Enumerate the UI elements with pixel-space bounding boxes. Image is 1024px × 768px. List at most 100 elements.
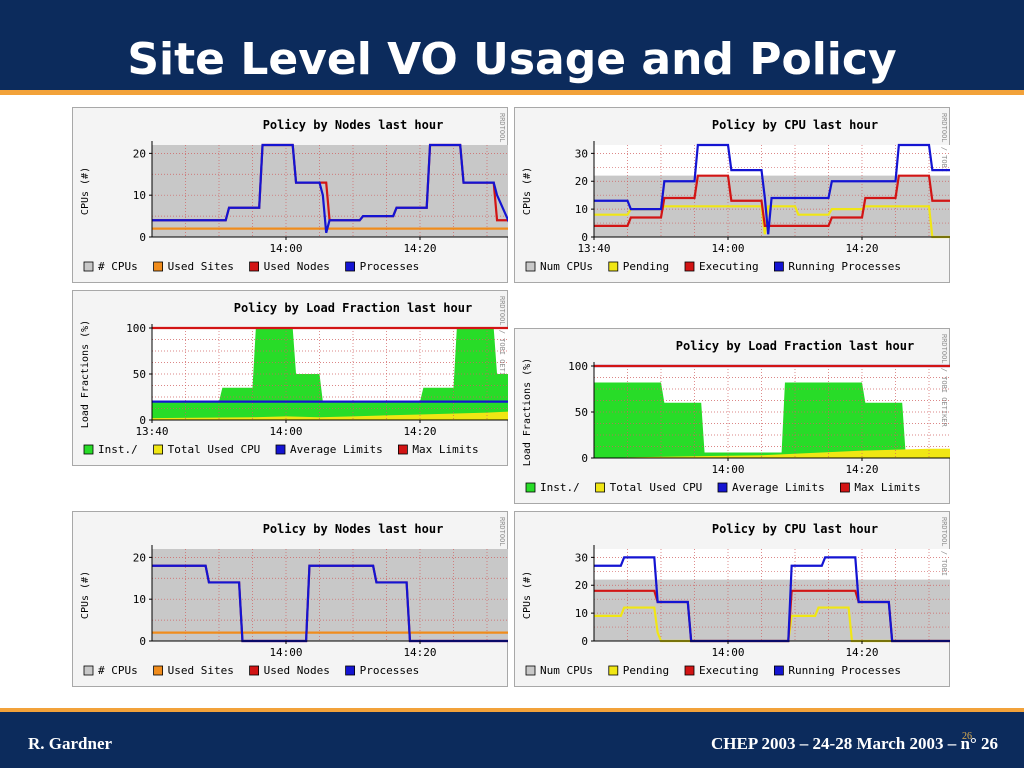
x-tick-label: 13:40 [577,242,610,255]
series-area-0 [152,549,508,641]
x-tick-label: 14:00 [711,646,744,659]
x-tick-label: 14:20 [403,425,436,438]
y-tick-label: 20 [133,147,146,160]
footer-bar [0,712,1024,768]
y-axis-label: Load Fractions (%) [522,358,533,466]
legend-label: Used Sites [168,260,234,273]
legend-label: # CPUs [98,664,138,677]
legend-swatch [684,665,695,676]
legend-label: Running Processes [788,260,901,273]
legend-label: Num CPUs [540,664,593,677]
x-tick-label: 14:00 [269,242,302,255]
legend-label: Running Processes [788,664,901,677]
legend-swatch [153,665,163,676]
rrdtool-credit: RRDTOOL / TOBI OETIKER [940,113,948,207]
legend-swatch [525,261,536,272]
legend-label: Pending [623,664,669,677]
legend-swatch [153,261,163,272]
legend-swatch [83,665,94,676]
legend-label: Processes [360,664,420,677]
legend-swatch [153,444,163,455]
footer-conference: CHEP 2003 – 24-28 March 2003 – n° 26 [711,734,998,753]
series-line-0 [594,205,950,239]
legend-label: Inst./ [540,481,580,494]
y-tick-label: 100 [126,322,146,335]
legend-label: Used Nodes [264,260,330,273]
legend-swatch [717,482,728,493]
legend-label: Executing [699,260,759,273]
x-tick-label: 14:20 [845,646,878,659]
chart-svg: Policy by CPU last hour CPUs (#) RRDTOOL /… [514,511,950,687]
legend-label: Num CPUs [540,260,593,273]
series-area-0 [152,328,508,420]
y-tick-label: 0 [139,414,146,427]
y-tick-label: 0 [139,635,146,648]
y-axis-label: CPUs (#) [80,571,91,619]
legend-label: Total Used CPU [610,481,703,494]
x-tick-label: 14:20 [845,463,878,476]
chart-svg: Policy by Load Fraction last hour Load Fr… [72,290,508,466]
title-divider [0,90,1024,95]
y-tick-label: 20 [575,175,588,188]
x-tick-label: 14:00 [269,425,302,438]
chart-title: Policy by Nodes last hour [263,118,444,132]
series-area-0 [594,579,950,641]
y-tick-label: 20 [133,551,146,564]
y-tick-label: 100 [568,360,588,373]
title-bar [0,0,1024,90]
legend-swatch [839,482,850,493]
slide-number-mark: 26 [962,731,972,742]
chart-title: Policy by Nodes last hour [263,522,444,536]
chart-cpu-top: Policy by CPU last hour CPUs (#) RRDTOOL /… [514,107,950,283]
legend-swatch [345,261,356,272]
x-tick-label: 14:20 [403,242,436,255]
chart-svg: Policy by Load Fraction last hour Load Fr… [514,328,950,504]
legend-swatch [83,261,94,272]
footer-author: R. Gardner [28,734,113,753]
series-area-1 [152,411,508,420]
legend-label: # CPUs [98,260,138,273]
series-line-2 [594,143,950,235]
y-tick-label: 10 [133,593,146,606]
legend-swatch [83,444,94,455]
legend-label: Total Used CPU [168,443,261,456]
y-tick-label: 10 [575,607,588,620]
legend-swatch [608,261,619,272]
legend-label: Used Sites [168,664,234,677]
y-tick-label: 20 [575,579,588,592]
x-tick-label: 14:00 [269,646,302,659]
legend-swatch [608,665,619,676]
legend-swatch [275,444,286,455]
legend-label: Average Limits [732,481,825,494]
rrdtool-credit: RRDTOOL / TOBI OETIKER [940,517,948,611]
x-tick-label: 14:20 [403,646,436,659]
y-tick-label: 50 [575,406,588,419]
legend-swatch [525,665,536,676]
chart-title: Policy by CPU last hour [712,522,878,536]
series-area-0 [594,382,950,458]
y-tick-label: 0 [581,231,588,244]
legend-swatch [525,482,536,493]
y-axis-label: CPUs (#) [522,571,533,619]
legend-swatch [249,665,260,676]
series-area-1 [594,448,950,458]
x-tick-label: 13:40 [135,425,168,438]
chart-load-right: Policy by Load Fraction last hour Load Fr… [514,328,950,504]
y-axis-label: CPUs (#) [522,167,533,215]
x-tick-label: 14:00 [711,463,744,476]
chart-title: Policy by CPU last hour [712,118,878,132]
series-line-2 [152,143,508,234]
y-tick-label: 0 [581,452,588,465]
slide-title: Site Level VO Usage and Policy [127,34,897,85]
legend-swatch [773,665,784,676]
legend-swatch [773,261,784,272]
y-tick-label: 0 [581,635,588,648]
legend-swatch [345,665,356,676]
chart-title: Policy by Load Fraction last hour [676,339,914,353]
x-tick-label: 14:00 [711,242,744,255]
y-tick-label: 10 [575,203,588,216]
legend-swatch [595,482,605,493]
